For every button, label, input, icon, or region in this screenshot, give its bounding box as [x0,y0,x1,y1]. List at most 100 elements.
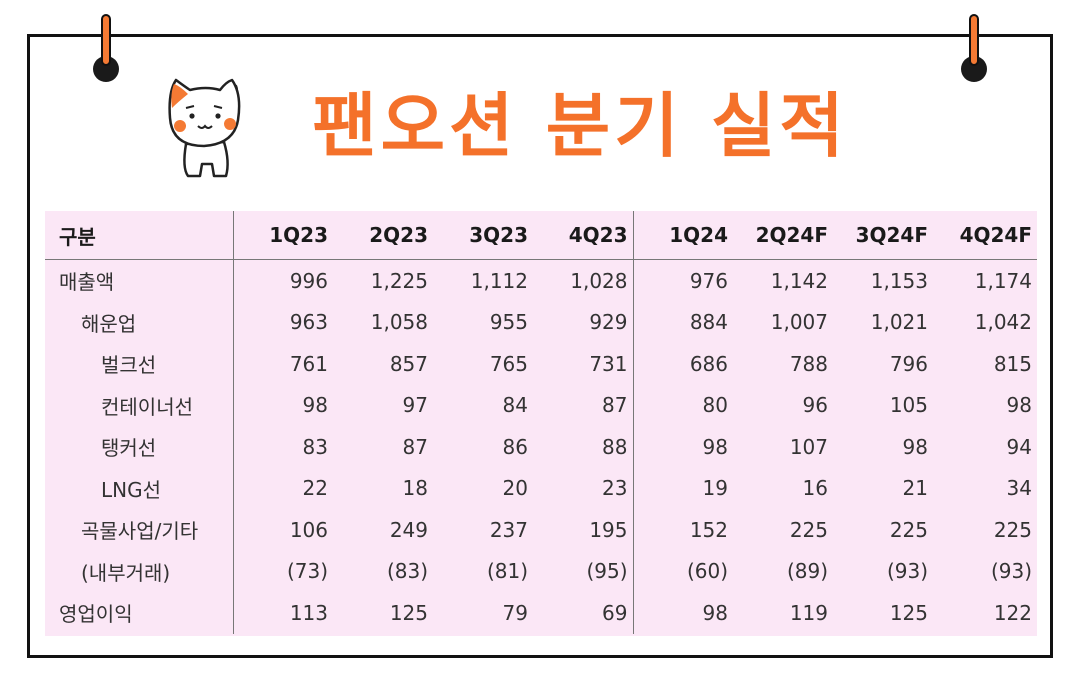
row-label: 탱커선 [45,426,234,468]
row-label: 곡물사업/기타 [45,509,234,551]
table-cell: 815 [993,351,1032,376]
table-cell: 119 [789,600,828,625]
table-row: (내부거래) (73) (83) (81) (95) (60) (89) (93) (93) [45,550,1037,592]
table-cell: (60) [686,559,728,584]
header-2q23: 2Q23 [333,211,433,260]
table-cell: 98 [702,434,728,459]
table-cell: (93) [990,559,1032,584]
table-cell: 1,021 [870,310,928,335]
header-4q24f: 4Q24F [933,211,1037,260]
table-cell: 97 [402,393,428,418]
table-cell: 857 [389,351,428,376]
table-cell: 237 [489,517,528,542]
table-cell: (95) [533,550,634,592]
pin-right-icon [960,14,988,82]
table-cell: 34 [1006,476,1032,501]
table-cell: 21 [902,476,928,501]
table-row: 컨테이너선 98 97 84 87 80 96 105 98 [45,384,1037,426]
table-cell: 18 [402,476,428,501]
table-cell: 20 [502,476,528,501]
table-cell: 765 [489,351,528,376]
table-cell: 125 [389,600,428,625]
table-cell: 107 [789,434,828,459]
table-cell: 87 [533,384,634,426]
table-cell: 16 [802,476,828,501]
table-cell: 1,153 [870,268,928,293]
earnings-table-container: 구분 1Q23 2Q23 3Q23 4Q23 1Q24 2Q24F 3Q24F 4Q24F 매출… [45,211,1037,636]
table-row: 매출액 996 1,225 1,112 1,028 976 1,142 1,153 1,174 [45,259,1037,302]
table-cell: 1,042 [974,310,1032,335]
table-cell: 105 [889,393,928,418]
row-label: 컨테이너선 [45,384,234,426]
table-cell: 788 [789,351,828,376]
table-cell: 225 [993,517,1032,542]
table-cell: 69 [533,592,634,634]
table-cell: 87 [402,434,428,459]
row-label: 영업이익 [45,592,234,634]
header-4q23: 4Q23 [533,211,634,260]
table-cell: 195 [533,509,634,551]
table-row: 탱커선 83 87 86 88 98 107 98 94 [45,426,1037,468]
header-1q23: 1Q23 [233,211,333,260]
table-cell: 249 [389,517,428,542]
header-3q23: 3Q23 [433,211,533,260]
earnings-table: 구분 1Q23 2Q23 3Q23 4Q23 1Q24 2Q24F 3Q24F 4Q24F 매출… [45,211,1037,634]
table-cell: 80 [702,393,728,418]
table-cell: 98 [902,434,928,459]
table-cell: 98 [302,393,328,418]
table-cell: 98 [1006,393,1032,418]
row-label: (내부거래) [45,550,234,592]
table-cell: 976 [689,268,728,293]
table-cell: 225 [789,517,828,542]
table-cell: 19 [702,476,728,501]
table-cell: 1,007 [770,310,828,335]
table-cell: 761 [289,351,328,376]
table-cell: 731 [533,343,634,385]
row-label: 매출액 [45,259,234,302]
row-label: LNG선 [45,467,234,509]
table-cell: 796 [889,351,928,376]
table-cell: (93) [886,559,928,584]
table-cell: 686 [689,351,728,376]
table-cell: 106 [289,517,328,542]
table-cell: 96 [802,393,828,418]
header-1q24: 1Q24 [633,211,733,260]
table-cell: 996 [289,268,328,293]
table-row: 곡물사업/기타 106 249 237 195 152 225 225 225 [45,509,1037,551]
table-cell: 79 [502,600,528,625]
pin-left-icon [92,14,120,82]
table-cell: 1,174 [974,268,1032,293]
table-cell: 122 [993,600,1032,625]
table-cell: 98 [702,600,728,625]
table-cell: 1,058 [370,310,428,335]
table-cell: 963 [289,310,328,335]
table-cell: 1,225 [370,268,428,293]
table-cell: (81) [486,559,528,584]
table-cell: 94 [1006,434,1032,459]
table-cell: 884 [689,310,728,335]
row-label: 해운업 [45,301,234,343]
table-cell: (73) [286,559,328,584]
table-cell: 152 [689,517,728,542]
table-cell: 225 [889,517,928,542]
table-row: 벌크선 761 857 765 731 686 788 796 815 [45,343,1037,385]
table-cell: (83) [386,559,428,584]
table-cell: 113 [289,600,328,625]
row-label: 벌크선 [45,343,234,385]
header-category: 구분 [45,211,234,260]
table-cell: (89) [786,559,828,584]
table-cell: 955 [489,310,528,335]
table-cell: 929 [533,301,634,343]
table-cell: 1,112 [470,268,528,293]
table-cell: 1,028 [533,259,634,302]
table-cell: 1,142 [770,268,828,293]
table-cell: 84 [502,393,528,418]
header-3q24f: 3Q24F [833,211,933,260]
page-title: 팬오션 분기 실적 [312,85,848,167]
table-cell: 125 [889,600,928,625]
cat-mascot-icon [168,78,241,178]
table-row: 영업이익 113 125 79 69 98 119 125 122 [45,592,1037,634]
table-cell: 83 [302,434,328,459]
table-cell: 86 [502,434,528,459]
table-row: LNG선 22 18 20 23 19 16 21 34 [45,467,1037,509]
